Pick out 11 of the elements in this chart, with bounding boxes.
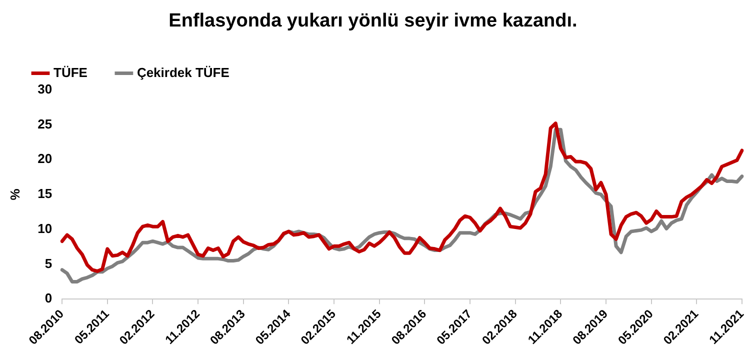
y-tick-label: 0 <box>44 290 52 306</box>
y-tick-label: 20 <box>38 151 52 166</box>
y-tick-label: 15 <box>38 186 52 202</box>
legend-label: TÜFE <box>54 64 88 80</box>
legend-label: Çekirdek TÜFE <box>136 64 230 80</box>
y-tick-label: 10 <box>38 220 52 236</box>
y-tick-label: 25 <box>38 116 52 132</box>
chart-title: Enflasyonda yukarı yönlü seyir ivme kazandı. <box>168 10 578 32</box>
y-axis-title: % <box>7 188 22 200</box>
y-tick-label: 30 <box>38 81 52 96</box>
y-tick-label: 5 <box>44 256 52 271</box>
